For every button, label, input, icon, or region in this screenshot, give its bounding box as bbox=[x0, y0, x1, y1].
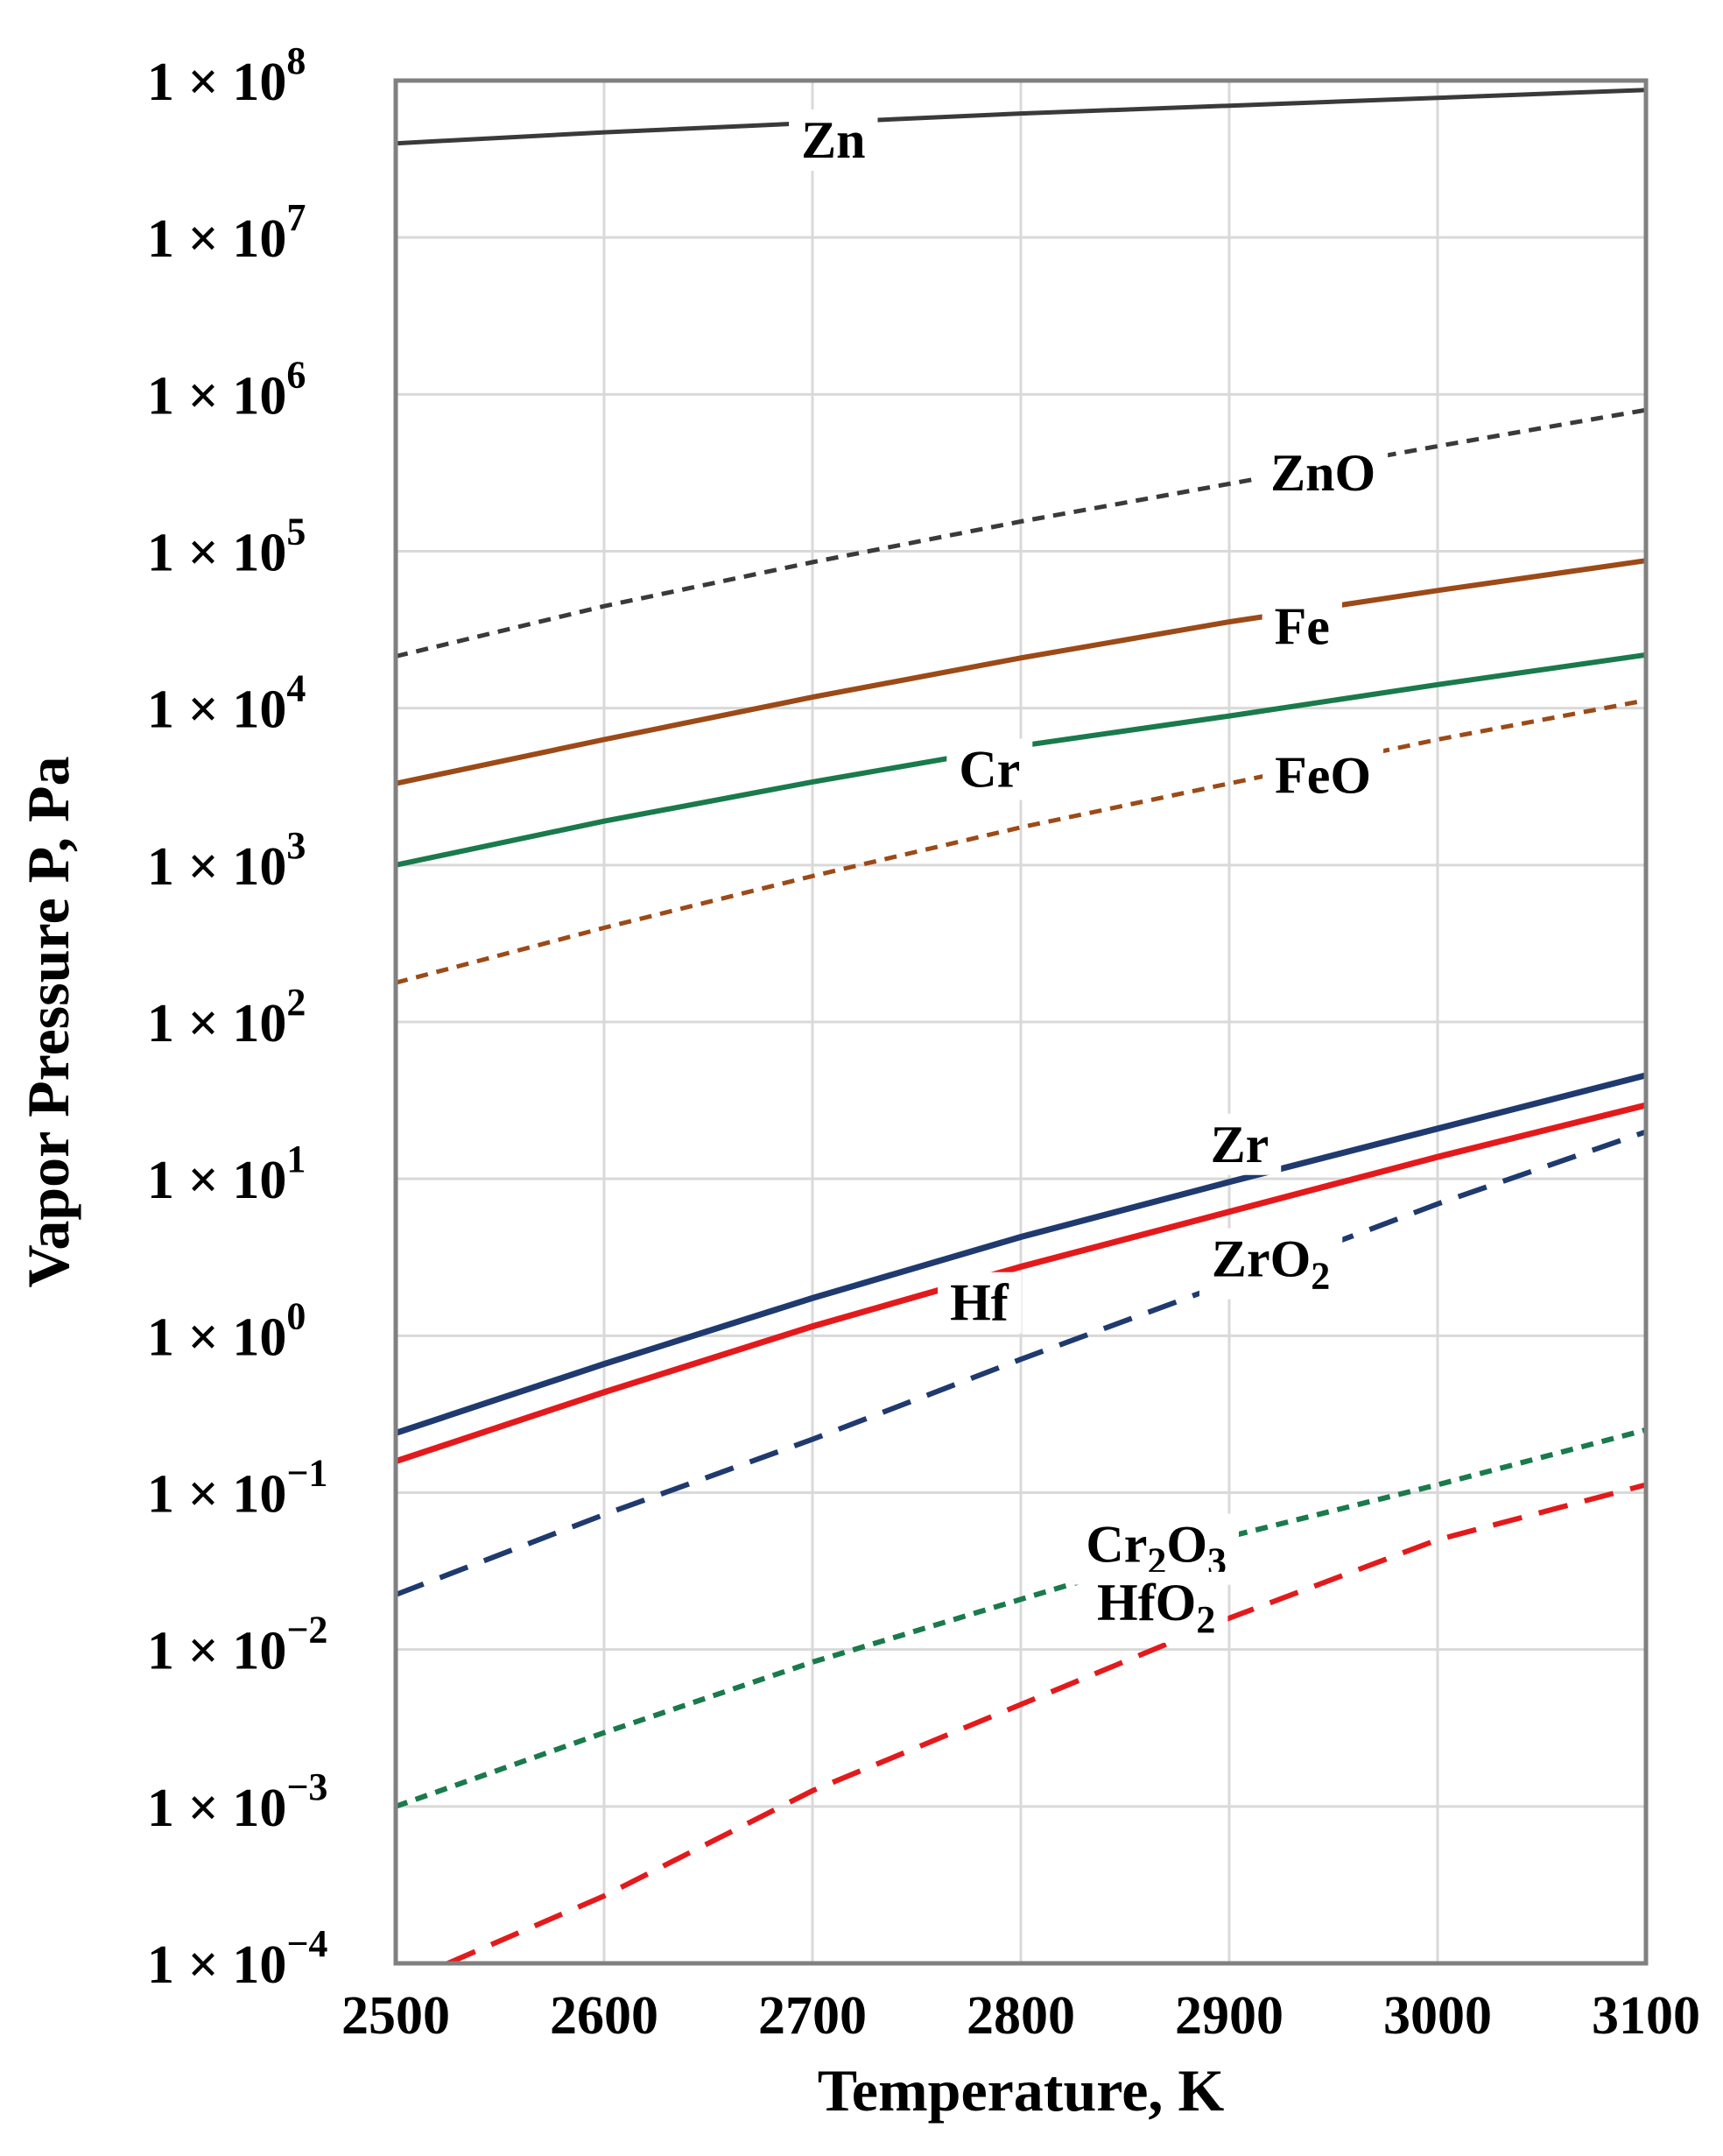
series-label-text: Cr bbox=[959, 741, 1020, 799]
x-tick-label: 2700 bbox=[758, 1986, 867, 2046]
y-tick-label: 1 × 105 bbox=[147, 511, 306, 583]
series-label-text: Cr2O3 bbox=[1086, 1516, 1227, 1583]
y-tick-label: 1 × 10−2 bbox=[147, 1609, 327, 1681]
series-label-hfo2: HfO2 bbox=[1085, 1571, 1228, 1643]
series-label-background bbox=[1085, 1571, 1228, 1643]
x-axis-ticks: 2500 2600 2700 2800 2900 3000 3100 bbox=[341, 1986, 1700, 2046]
y-tick-label: 1 × 104 bbox=[147, 667, 306, 740]
x-tick-label: 2500 bbox=[341, 1986, 450, 2046]
series-line-zro2 bbox=[394, 1129, 1647, 1597]
series-label-background bbox=[789, 109, 878, 172]
y-tick-label: 1 × 108 bbox=[147, 39, 306, 112]
y-tick-label: 1 × 10−1 bbox=[147, 1452, 327, 1525]
plot-frame bbox=[393, 78, 1649, 1966]
series-label-hf: Hf bbox=[938, 1272, 1022, 1334]
series-label-cr: Cr bbox=[946, 738, 1033, 800]
x-tick-label: 2800 bbox=[967, 1986, 1075, 2046]
series-label-background bbox=[1198, 1113, 1282, 1175]
y-tick-label: 1 × 101 bbox=[147, 1138, 306, 1210]
series-label-background bbox=[1262, 595, 1342, 658]
series-label-zno: ZnO bbox=[1258, 441, 1389, 504]
series-label-background bbox=[938, 1272, 1022, 1334]
series-label-fe: Fe bbox=[1262, 595, 1342, 658]
series-label-background bbox=[1262, 744, 1384, 807]
x-tick-label: 3000 bbox=[1383, 1986, 1492, 2046]
series-label-text: Hf bbox=[950, 1274, 1009, 1332]
series-label-text: HfO2 bbox=[1097, 1574, 1215, 1641]
series-label-text: FeO bbox=[1275, 747, 1371, 805]
series-label-text: Zr bbox=[1211, 1116, 1269, 1173]
series-line-zn bbox=[395, 88, 1647, 146]
series-label-zr: Zr bbox=[1198, 1113, 1282, 1175]
series-label-text: ZnO bbox=[1270, 444, 1375, 502]
series-label-zn: Zn bbox=[789, 109, 878, 172]
x-axis-title: Temperature, K bbox=[818, 2057, 1225, 2124]
series-line-hfo2 bbox=[447, 1482, 1647, 1966]
series-label-zro2: ZrO2 bbox=[1199, 1228, 1343, 1300]
y-tick-label: 1 × 10−3 bbox=[147, 1765, 327, 1838]
series-label-text: Zn bbox=[801, 111, 865, 169]
series-line-fe bbox=[395, 558, 1647, 786]
x-tick-label: 3100 bbox=[1592, 1986, 1700, 2046]
series-line-feo bbox=[395, 698, 1647, 985]
series-label-background bbox=[1258, 441, 1389, 504]
y-axis-title: Vapor Pressure P, Pa bbox=[15, 756, 81, 1287]
y-tick-label: 1 × 106 bbox=[147, 353, 306, 426]
series-label-background bbox=[946, 738, 1033, 800]
series-line-hf bbox=[394, 1102, 1647, 1465]
series-line-cr2o3 bbox=[394, 1427, 1647, 1809]
series-label-feo: FeO bbox=[1262, 744, 1384, 807]
y-tick-label: 1 × 102 bbox=[147, 981, 306, 1053]
x-tick-label: 2900 bbox=[1175, 1986, 1283, 2046]
series-label-text: Fe bbox=[1275, 598, 1330, 656]
y-tick-label: 1 × 107 bbox=[147, 196, 306, 269]
series-line-zr bbox=[394, 1072, 1647, 1436]
y-tick-label: 1 × 10−4 bbox=[147, 1922, 327, 1995]
series-line-zno bbox=[395, 407, 1647, 659]
y-tick-label: 1 × 100 bbox=[147, 1294, 306, 1367]
series-label-background bbox=[1199, 1228, 1343, 1300]
y-tick-label: 1 × 103 bbox=[147, 824, 306, 897]
y-axis-ticks: 1 × 108 1 × 107 1 × 106 1 × 105 1 × 104 1 × 1… bbox=[147, 39, 327, 1995]
x-tick-label: 2600 bbox=[550, 1986, 658, 2046]
series-label-text: ZrO2 bbox=[1212, 1230, 1330, 1298]
